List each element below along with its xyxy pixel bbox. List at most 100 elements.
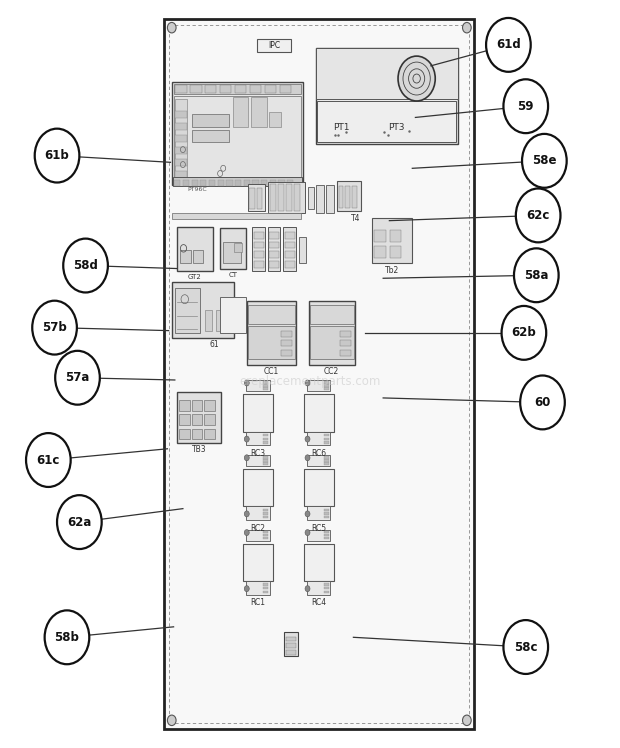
Bar [283,227,296,271]
Bar [174,96,301,181]
Bar [220,297,246,333]
Bar [205,310,212,331]
Bar [263,509,268,511]
Bar [281,331,292,337]
Bar [192,130,229,142]
Text: 62c: 62c [526,209,550,222]
Circle shape [514,248,559,302]
Bar [249,188,255,209]
Text: 58b: 58b [55,631,79,644]
Bar [324,459,329,462]
Text: 57a: 57a [65,371,90,384]
Bar [257,39,291,52]
Bar [324,462,329,465]
Bar [173,177,302,186]
Circle shape [503,620,548,674]
Bar [235,85,246,93]
Bar [172,213,301,219]
Text: 57b: 57b [42,321,67,334]
Bar [268,182,305,213]
Bar [174,180,180,186]
Text: RC4: RC4 [311,598,326,607]
Bar [251,97,267,127]
Bar [324,512,329,515]
Text: 61: 61 [210,340,219,349]
Bar [269,232,279,239]
Bar [286,643,296,648]
Text: RC1: RC1 [250,598,265,607]
Bar [192,414,202,425]
Bar [192,180,198,186]
Circle shape [520,375,565,429]
Bar [309,301,355,365]
Bar [316,48,458,99]
Bar [263,384,268,387]
Bar [324,509,329,511]
Bar [175,171,187,178]
Bar [310,305,354,324]
Text: 61b: 61b [45,149,69,162]
Circle shape [57,495,102,549]
Bar [374,246,386,258]
Bar [175,288,200,333]
Bar [308,187,314,209]
Circle shape [63,239,108,292]
Text: CT: CT [229,272,237,278]
Bar [246,530,270,541]
Bar [304,544,334,581]
Bar [175,123,187,130]
Bar [246,380,270,391]
Bar [180,250,191,263]
Bar [324,381,329,384]
Bar [285,251,294,258]
Bar [317,101,456,142]
Bar [204,400,215,411]
Bar [372,218,412,263]
Circle shape [463,715,471,726]
Bar [175,147,187,154]
Bar [192,429,202,439]
Bar [316,185,324,213]
Bar [250,85,261,93]
Bar [339,186,343,208]
Bar [324,587,329,589]
Bar [200,180,206,186]
Bar [286,184,292,211]
Bar [299,237,306,263]
Bar [269,242,279,248]
Bar [243,469,273,506]
Bar [263,459,268,462]
Bar [324,384,329,387]
Bar [307,581,330,595]
Bar [307,455,330,466]
Text: 61d: 61d [496,38,521,52]
Bar [263,531,268,533]
Bar [285,232,294,239]
Bar [164,19,474,729]
Text: 62a: 62a [67,515,92,529]
Bar [247,301,296,365]
Bar [263,381,268,384]
Bar [172,282,234,338]
Bar [263,587,268,589]
Text: RC5: RC5 [311,524,326,533]
Bar [269,112,281,127]
Bar [226,180,232,186]
Bar [183,180,189,186]
Bar [243,394,273,432]
Bar [254,232,264,239]
Bar [177,227,213,271]
Bar [287,180,293,186]
Text: 58e: 58e [532,154,557,168]
Text: PT1: PT1 [333,123,349,132]
Bar [192,400,202,411]
Circle shape [516,188,560,242]
Bar [175,99,187,180]
Bar [326,185,334,213]
Bar [263,441,268,444]
Bar [324,537,329,539]
Circle shape [244,511,249,517]
Circle shape [26,433,71,487]
Bar [307,380,330,391]
Bar [270,180,276,186]
